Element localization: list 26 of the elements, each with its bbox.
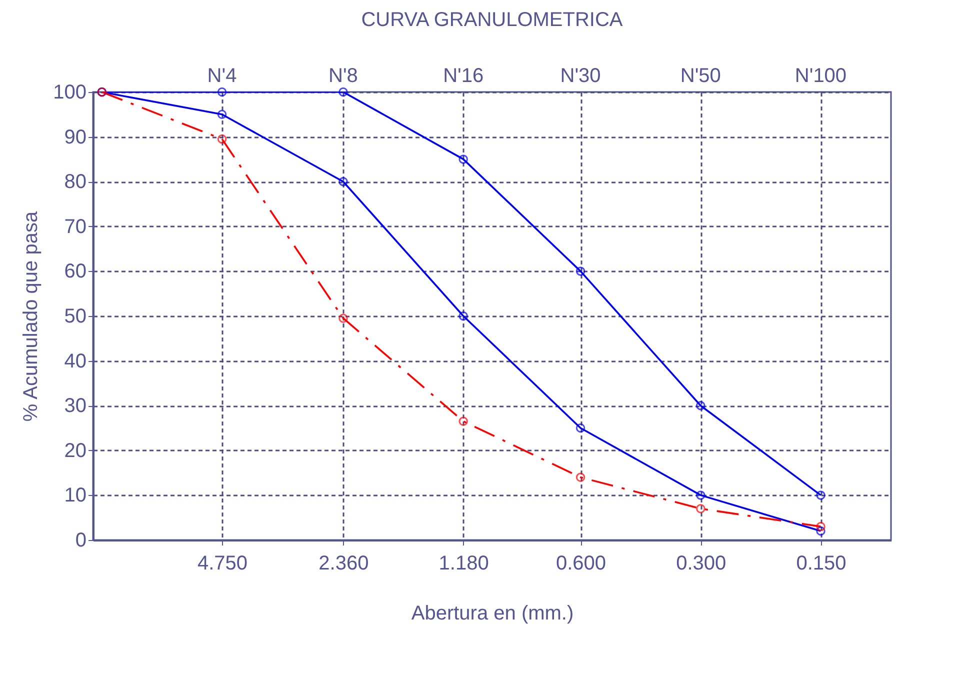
y-tick-label: 60 xyxy=(64,260,86,283)
text: N'16 xyxy=(443,65,484,87)
y-tick-label: 40 xyxy=(64,350,86,372)
x-tick-label: 2.360 xyxy=(318,552,369,574)
y-tick-label: 100 xyxy=(53,82,86,104)
x-tick-label: 4.750 xyxy=(197,552,248,574)
text: N'8 xyxy=(328,65,358,87)
x-tick-label: 0.150 xyxy=(796,552,846,574)
x-tick-label: 0.600 xyxy=(556,552,606,574)
x-tick-label: 0.300 xyxy=(676,552,726,574)
y-tick-label: 70 xyxy=(64,216,86,238)
text: N'100 xyxy=(794,65,847,87)
y-tick-label: 80 xyxy=(64,171,86,194)
text: N'30 xyxy=(560,65,601,87)
y-tick-label: 90 xyxy=(64,126,86,148)
y-tick-label: 10 xyxy=(64,484,86,507)
chart-title: CURVA GRANULOMETRICA xyxy=(361,9,624,31)
y-tick-label: 20 xyxy=(64,440,86,462)
y-tick-label: 0 xyxy=(75,530,86,552)
x-tick-label: 1.180 xyxy=(438,552,489,574)
y-axis-title: % Acumulado que pasa xyxy=(20,210,42,422)
text: N'50 xyxy=(680,65,721,87)
x-axis-title: Abertura en (mm.) xyxy=(411,602,574,624)
text: N'4 xyxy=(207,65,237,87)
y-tick-label: 50 xyxy=(64,306,86,328)
y-tick-label: 30 xyxy=(64,395,86,418)
